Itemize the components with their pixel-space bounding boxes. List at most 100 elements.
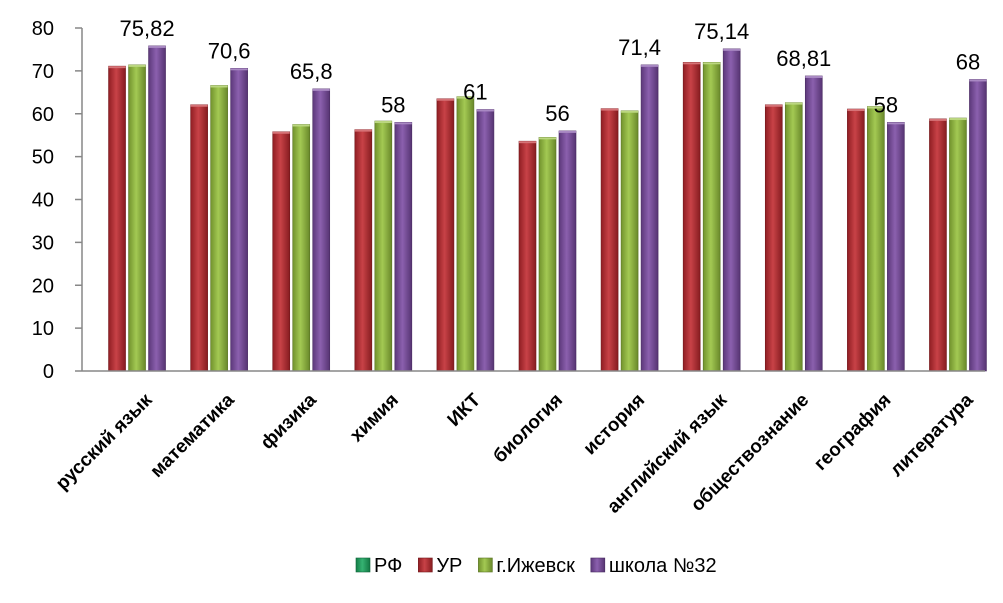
bar-г.Ижевск-10 <box>867 106 885 372</box>
bar-top <box>969 79 987 82</box>
bar-школа-№32-8 <box>722 48 741 372</box>
bar-top <box>641 64 659 67</box>
bar-г.Ижевск-9 <box>784 102 803 372</box>
x-tick-label: география <box>810 390 895 475</box>
bars <box>108 45 987 372</box>
bar-top <box>765 104 783 107</box>
bar-top <box>785 102 803 105</box>
bar-top <box>230 68 248 71</box>
data-labels: 75,82 70,6 65,8 58 61 56 71,4 75,14 68,81 58 68 <box>120 16 981 126</box>
bar-школа-№32-10 <box>887 122 905 372</box>
legend-label: РФ <box>374 555 402 577</box>
bar-top <box>436 98 454 101</box>
x-tick-label: химия <box>346 390 403 447</box>
bar-top <box>108 66 126 69</box>
y-axis: 0 10 20 30 40 50 60 70 80 <box>32 18 83 383</box>
bar-top <box>476 109 494 112</box>
bar-top <box>683 62 701 65</box>
data-label: 75,14 <box>694 19 749 44</box>
y-tick-label: 40 <box>32 190 54 212</box>
bar-top <box>128 64 146 67</box>
y-tick-label: 80 <box>32 18 54 40</box>
data-label: 61 <box>463 79 487 104</box>
y-tick-label: 60 <box>32 104 54 126</box>
bar-top <box>559 130 576 133</box>
bar-top <box>805 75 823 78</box>
bar-УР-9 <box>764 104 783 372</box>
bar-УР-3 <box>272 131 291 372</box>
x-tick-label: математика <box>146 389 239 482</box>
bar-г.Ижевск-3 <box>292 124 311 372</box>
data-label: 58 <box>874 92 898 117</box>
bar-top <box>312 88 330 91</box>
legend-label: УР <box>436 555 462 577</box>
data-label: 68 <box>956 49 980 74</box>
bar-УР-2 <box>190 104 208 372</box>
legend-swatch <box>418 557 433 573</box>
bar-г.Ижевск-11 <box>949 117 967 372</box>
bar-г.Ижевск-4 <box>374 120 393 372</box>
bar-top <box>601 108 619 111</box>
y-tick-label: 10 <box>32 318 54 340</box>
x-tick-label: биология <box>489 390 567 468</box>
bar-УР-11 <box>929 118 947 372</box>
bar-УР-8 <box>682 61 701 372</box>
bar-top <box>519 141 536 144</box>
x-tick-label: история <box>580 390 649 459</box>
bar-г.Ижевск-7 <box>620 110 639 372</box>
bar-УР-1 <box>108 65 126 372</box>
bar-УР-5 <box>436 98 455 372</box>
data-label: 58 <box>381 92 405 117</box>
bar-top <box>539 137 556 140</box>
bar-top <box>456 96 474 99</box>
bar-top <box>949 118 967 121</box>
bar-г.Ижевск-2 <box>210 85 228 372</box>
bar-top <box>190 104 208 107</box>
data-label: 75,82 <box>120 16 175 41</box>
data-label: 68,81 <box>776 46 831 71</box>
bar-школа-№32-7 <box>640 64 659 372</box>
legend-swatch <box>590 557 606 573</box>
data-label: 65,8 <box>290 59 333 84</box>
bar-top <box>621 110 639 113</box>
legend-swatch <box>478 557 493 573</box>
legend-label: г.Ижевск <box>496 555 575 577</box>
bar-top <box>929 118 947 121</box>
bar-г.Ижевск-8 <box>702 61 721 372</box>
y-tick-label: 0 <box>43 361 54 383</box>
bar-top <box>272 131 290 134</box>
bar-top <box>867 106 885 109</box>
data-label: 70,6 <box>208 38 251 63</box>
bar-top <box>847 109 865 112</box>
bar-УР-6 <box>518 140 537 372</box>
y-tick-label: 50 <box>32 147 54 169</box>
legend: РФ УР г.Ижевск школа №32 <box>355 555 717 577</box>
data-label: 71,4 <box>618 35 661 60</box>
x-tick-label: ИКТ <box>444 389 486 431</box>
y-tick-label: 30 <box>32 232 54 254</box>
bar-школа-№32-1 <box>148 45 166 372</box>
legend-label: школа №32 <box>609 555 717 577</box>
bar-top <box>148 45 166 48</box>
bar-top <box>394 122 412 125</box>
bar-школа-№32-4 <box>394 122 413 372</box>
data-label: 56 <box>545 101 569 126</box>
y-tick-label: 20 <box>32 275 54 297</box>
bar-школа-№32-9 <box>804 75 823 372</box>
bar-УР-7 <box>600 108 619 372</box>
bar-школа-№32-3 <box>312 88 331 372</box>
bar-г.Ижевск-5 <box>456 96 475 372</box>
bar-школа-№32-5 <box>476 109 495 372</box>
bar-школа-№32-11 <box>969 79 987 372</box>
bar-top <box>374 121 392 124</box>
x-tick-label: физика <box>257 389 321 453</box>
bar-top <box>292 124 310 127</box>
bar-школа-№32-2 <box>230 68 248 372</box>
bar-top <box>887 122 905 125</box>
bar-top <box>210 85 228 88</box>
y-tick-label: 70 <box>32 61 54 83</box>
bar-г.Ижевск-1 <box>128 64 146 372</box>
